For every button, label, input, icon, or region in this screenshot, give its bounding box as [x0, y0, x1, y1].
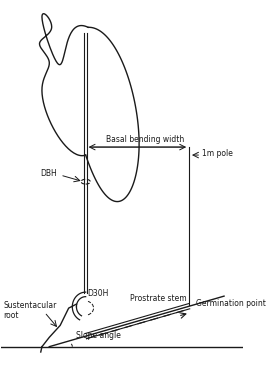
Text: Germination point: Germination point [196, 299, 266, 308]
Text: 1m pole: 1m pole [203, 149, 233, 158]
Text: D30H: D30H [87, 289, 108, 298]
Text: Slope angle: Slope angle [76, 331, 121, 340]
Text: Basal bending width: Basal bending width [106, 135, 184, 144]
Text: Prostrate stem: Prostrate stem [130, 294, 187, 303]
Text: Sustentacular
root: Sustentacular root [3, 301, 57, 321]
Text: DBH: DBH [40, 169, 57, 178]
